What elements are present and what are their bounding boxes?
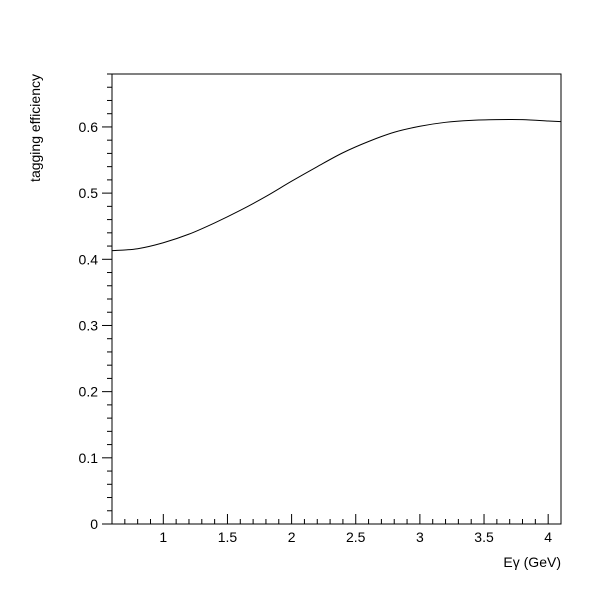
y-tick-label: 0.3 xyxy=(79,317,99,333)
x-tick-label: 2.5 xyxy=(346,529,366,545)
x-tick-label: 1 xyxy=(159,529,167,545)
y-tick-label: 0.5 xyxy=(79,185,99,201)
x-tick-label: 3 xyxy=(416,529,424,545)
y-tick-label: 0.2 xyxy=(79,384,99,400)
x-tick-label: 3.5 xyxy=(474,529,494,545)
series-layer xyxy=(111,119,562,252)
y-tick-label: 0.4 xyxy=(79,251,99,267)
y-axis-label: tagging efficiency xyxy=(27,74,43,182)
series-line xyxy=(111,119,562,252)
plot-frame xyxy=(111,73,562,525)
y-tick-label: 0.6 xyxy=(79,119,99,135)
y-tick-label: 0 xyxy=(90,516,98,532)
axis-ticks xyxy=(102,73,562,525)
y-tick-label: 0.1 xyxy=(79,450,99,466)
x-tick-label: 2 xyxy=(288,529,296,545)
tick-labels: 1 1.5 2 2.5 3 3.5 4 0 0.1 0.2 0.3 0.4 0.5 0.6 xyxy=(79,119,553,545)
x-tick-label: 4 xyxy=(544,529,552,545)
x-tick-label: 1.5 xyxy=(218,529,238,545)
x-axis-label: Eγ (GeV) xyxy=(503,554,561,570)
